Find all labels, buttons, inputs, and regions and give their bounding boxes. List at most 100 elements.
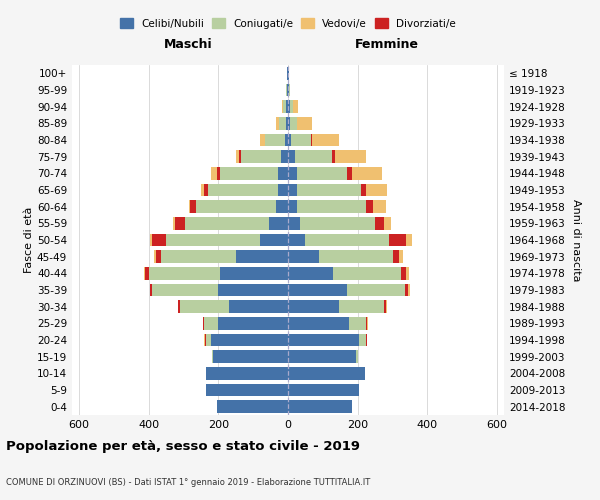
Bar [356, 350, 358, 363]
Bar [288, 250, 319, 263]
Bar [211, 167, 217, 179]
Bar [166, 234, 260, 246]
Y-axis label: Anni di nascita: Anni di nascita [571, 198, 581, 281]
Bar [286, 117, 288, 130]
Text: Maschi: Maschi [164, 38, 213, 51]
Bar [352, 167, 382, 179]
Bar [292, 134, 311, 146]
Bar [276, 200, 288, 213]
Bar [208, 184, 278, 196]
Bar [154, 250, 155, 263]
Bar [288, 167, 297, 179]
Bar [175, 217, 185, 230]
Bar [173, 217, 175, 230]
Bar [205, 184, 208, 196]
Bar [311, 134, 313, 146]
Bar [286, 100, 288, 113]
Bar [185, 217, 269, 230]
Bar [278, 167, 288, 179]
Bar [220, 267, 288, 280]
Bar [288, 117, 290, 130]
Bar [288, 400, 352, 413]
Bar [347, 284, 405, 296]
Bar [367, 200, 373, 213]
Bar [284, 134, 288, 146]
Bar [288, 367, 365, 380]
Bar [288, 150, 295, 163]
Bar [288, 184, 297, 196]
Bar [288, 350, 356, 363]
Bar [297, 200, 367, 213]
Bar [152, 284, 218, 296]
Bar [359, 334, 367, 346]
Bar [297, 167, 347, 179]
Bar [288, 217, 300, 230]
Bar [288, 267, 333, 280]
Bar [217, 167, 220, 179]
Bar [220, 167, 278, 179]
Bar [206, 384, 288, 396]
Bar [288, 234, 305, 246]
Bar [305, 234, 389, 246]
Bar [392, 250, 400, 263]
Bar [313, 134, 338, 146]
Text: Popolazione per età, sesso e stato civile - 2019: Popolazione per età, sesso e stato civil… [6, 440, 360, 453]
Bar [260, 134, 265, 146]
Bar [333, 267, 401, 280]
Bar [161, 250, 236, 263]
Bar [295, 150, 332, 163]
Bar [283, 100, 286, 113]
Bar [206, 367, 288, 380]
Bar [196, 200, 276, 213]
Bar [384, 300, 386, 313]
Bar [151, 284, 152, 296]
Y-axis label: Fasce di età: Fasce di età [24, 207, 34, 273]
Bar [290, 100, 293, 113]
Bar [180, 300, 229, 313]
Bar [239, 150, 241, 163]
Bar [281, 150, 288, 163]
Bar [297, 184, 361, 196]
Bar [203, 317, 205, 330]
Bar [408, 284, 410, 296]
Bar [297, 117, 313, 130]
Bar [205, 317, 218, 330]
Bar [288, 384, 359, 396]
Bar [375, 217, 384, 230]
Bar [293, 100, 298, 113]
Bar [212, 350, 213, 363]
Bar [265, 134, 284, 146]
Bar [288, 84, 289, 96]
Text: COMUNE DI ORZINUOVI (BS) - Dati ISTAT 1° gennaio 2019 - Elaborazione TUTTITALIA.: COMUNE DI ORZINUOVI (BS) - Dati ISTAT 1°… [6, 478, 370, 487]
Bar [335, 150, 367, 163]
Bar [190, 200, 196, 213]
Bar [401, 267, 406, 280]
Bar [218, 284, 288, 296]
Bar [384, 217, 391, 230]
Bar [151, 234, 152, 246]
Bar [236, 150, 239, 163]
Bar [145, 267, 149, 280]
Bar [211, 334, 288, 346]
Bar [276, 117, 279, 130]
Bar [286, 84, 287, 96]
Bar [288, 200, 297, 213]
Bar [319, 250, 392, 263]
Bar [144, 267, 145, 280]
Bar [149, 284, 151, 296]
Bar [213, 350, 288, 363]
Bar [400, 250, 403, 263]
Bar [349, 317, 367, 330]
Bar [149, 267, 220, 280]
Bar [288, 100, 290, 113]
Bar [367, 317, 368, 330]
Bar [347, 167, 352, 179]
Bar [367, 184, 387, 196]
Bar [288, 284, 347, 296]
Bar [155, 250, 161, 263]
Bar [389, 234, 406, 246]
Bar [218, 317, 288, 330]
Bar [287, 84, 288, 96]
Bar [279, 117, 286, 130]
Bar [406, 267, 409, 280]
